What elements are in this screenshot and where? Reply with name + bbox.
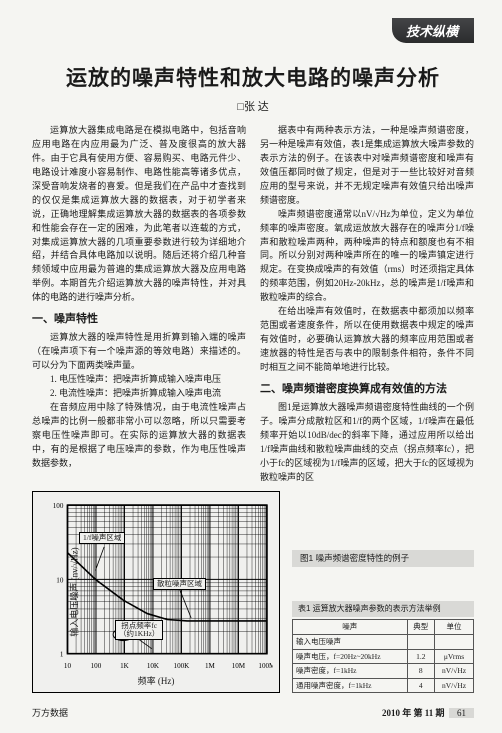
page-number: 61 — [449, 708, 474, 718]
text-columns: 运算放大器集成电路是在模拟电路中，包括音响应用电路在内应用最为广泛、普及度很高的… — [32, 124, 474, 693]
page-body: 运放的噪声特性和放大电路的噪声分析 张 达 运算放大器集成电路是在模拟电路中，包… — [32, 62, 474, 701]
s1-p2: 在音频应用中除了特殊情况，由于电流性噪声占总噪声的比例一般都非常小可以忽略，所以… — [32, 401, 246, 471]
svg-text:100: 100 — [91, 661, 102, 669]
table-row: 噪声电压，f=20Hz~20kHz1.2μVrms — [293, 649, 474, 664]
table-row: 输入电压噪声 — [293, 634, 474, 649]
footer-source: 万方数据 — [32, 706, 68, 719]
table-row: 噪声密度，f=1kHz8nV/√Hz — [293, 664, 474, 679]
article-title: 运放的噪声特性和放大电路的噪声分析 — [32, 62, 474, 92]
article-author: 张 达 — [32, 98, 474, 114]
section-header: 技术纵横 — [392, 18, 474, 43]
fc-label-line2: （约1KHz） — [119, 629, 159, 638]
svg-text:10: 10 — [56, 576, 64, 584]
svg-text:100K: 100K — [174, 661, 191, 669]
chart-xlabel: 频率 (Hz) — [39, 675, 273, 689]
r-p2: 噪声频谱密度通常以nV/√Hz为单位，定义为单位频率的噪声密度。氧成运放放大器存… — [260, 208, 474, 306]
r-p3: 在给出噪声有效值时，在数据表中都须加以频率范围或者速度条件，所以在使用数据表中规… — [260, 305, 474, 375]
figure-box: 输入电压噪声 (nv/√Hz) 10 100 1K 10K 100K 1M 10M 100M 1… — [32, 491, 280, 694]
s1-p1: 运算放大器的噪声特性是用折算到输入端的噪声（在噪声项下有一个噪声源的等效电路）来… — [32, 331, 246, 373]
noise-params-table: 噪声 典型 单位 输入电压噪声 噪声电压，f=20Hz~20kHz1.2μVrm… — [292, 619, 474, 693]
s1-li2: 2. 电流性噪声：把噪声折算成输入噪声电流 — [32, 387, 246, 401]
svg-text:10K: 10K — [147, 661, 160, 669]
section2-title: 二、噪声频谱密度换算成有效值的方法 — [260, 381, 474, 398]
figure-caption: 图1 噪声频谱密度特性的例子 — [292, 550, 474, 567]
svg-text:1: 1 — [60, 650, 64, 658]
svg-text:1M: 1M — [205, 661, 216, 669]
th-typ: 典型 — [407, 620, 435, 635]
shot-region-label: 散粒噪声区域 — [153, 578, 206, 590]
s1-li1: 1. 电压性噪声：把噪声折算成输入噪声电压 — [32, 373, 246, 387]
chart-ylabel: 输入电压噪声 (nv/√Hz) — [69, 547, 83, 636]
table-wrap: 图1 噪声频谱密度特性的例子 表1 运算放大器噪声参数的表示方法举例 噪声 典型… — [292, 550, 474, 694]
r-p4: 图1是运算放大器噪声频谱密度特性曲线的一个例子。噪声分成散粒区和1/f的两个区域… — [260, 401, 474, 485]
footer-issue: 2010 年 第 11 期 — [382, 708, 445, 718]
intro-paragraph: 运算放大器集成电路是在模拟电路中，包括音响应用电路在内应用最为广泛、普及度很高的… — [32, 124, 246, 305]
section1-title: 一、噪声特性 — [32, 311, 246, 328]
page-footer: 万方数据 2010 年 第 11 期 61 — [32, 706, 474, 719]
svg-text:1K: 1K — [120, 661, 130, 669]
th-noise: 噪声 — [293, 620, 408, 635]
th-unit: 单位 — [435, 620, 474, 635]
svg-text:10: 10 — [64, 661, 72, 669]
r-p1: 据表中有两种表示方法，一种是噪声频谱密度，另一种是噪声有效值，表1是集成运算放大… — [260, 124, 474, 208]
table-caption: 表1 运算放大器噪声参数的表示方法举例 — [292, 601, 474, 617]
fc-label: 拐点频率fc （约1KHz） — [115, 620, 163, 641]
svg-text:10M: 10M — [232, 661, 246, 669]
table-row: 通用噪声密度，f=1kHz4nV/√Hz — [293, 678, 474, 693]
svg-text:100: 100 — [53, 502, 64, 510]
lf-region-label: 1/f噪声区域 — [79, 532, 125, 544]
svg-text:100M: 100M — [258, 661, 273, 669]
